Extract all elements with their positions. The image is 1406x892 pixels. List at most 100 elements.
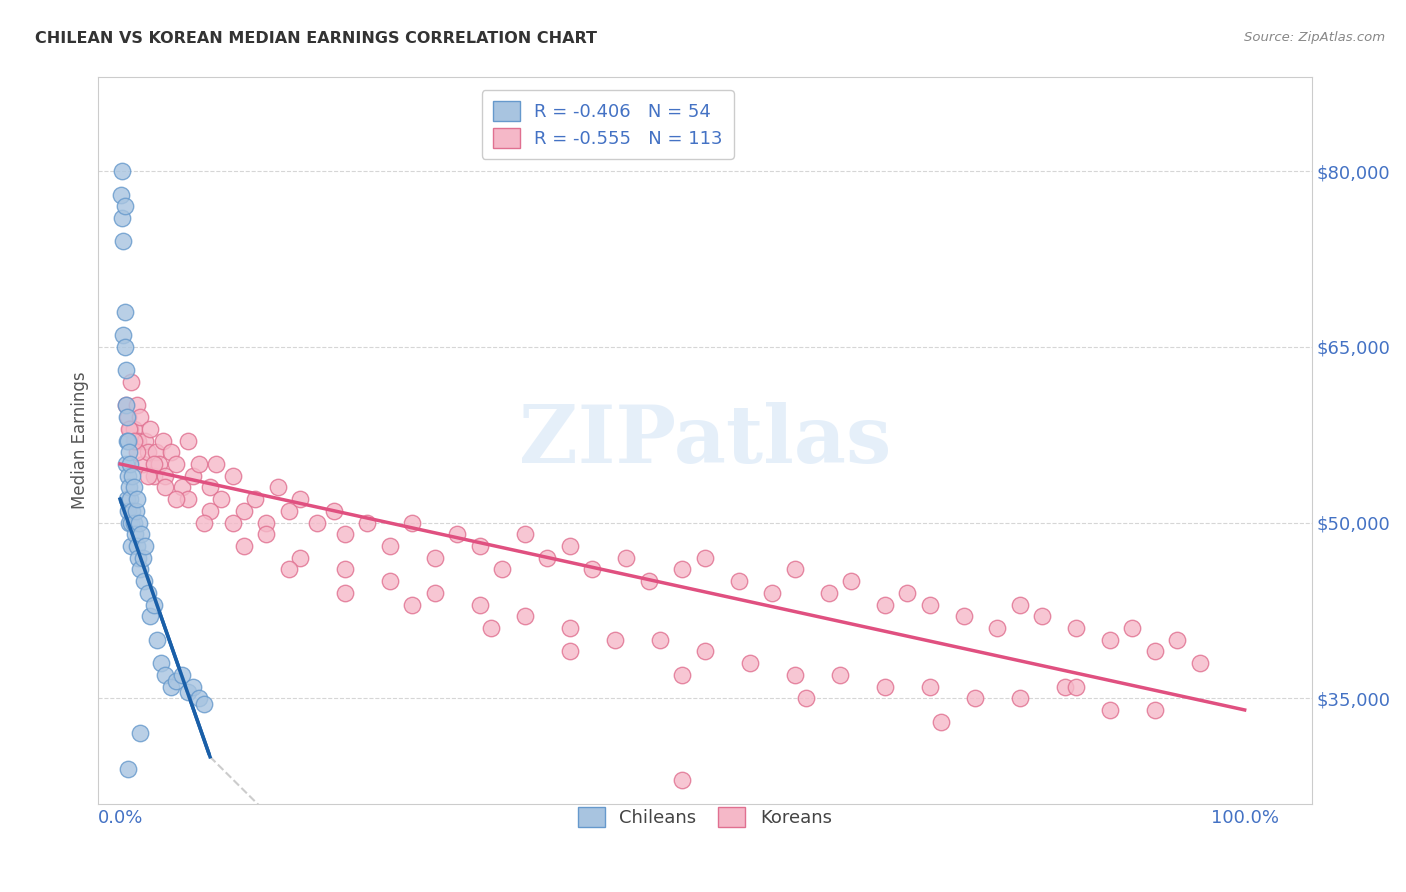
Point xyxy=(209,492,232,507)
Point xyxy=(139,422,162,436)
Point xyxy=(423,550,446,565)
Point xyxy=(134,539,156,553)
Point xyxy=(243,492,266,507)
Point xyxy=(136,445,159,459)
Point xyxy=(322,504,344,518)
Point xyxy=(120,422,142,436)
Point xyxy=(288,492,311,507)
Point xyxy=(918,680,941,694)
Point xyxy=(952,609,974,624)
Point xyxy=(125,445,148,459)
Point xyxy=(305,516,328,530)
Point xyxy=(254,516,277,530)
Point xyxy=(193,697,215,711)
Point xyxy=(794,691,817,706)
Point xyxy=(1143,644,1166,658)
Point xyxy=(204,457,226,471)
Point xyxy=(187,691,209,706)
Point xyxy=(125,504,148,518)
Point xyxy=(693,550,716,565)
Point xyxy=(121,504,143,518)
Point xyxy=(1008,598,1031,612)
Point xyxy=(1188,656,1211,670)
Point xyxy=(648,632,671,647)
Point xyxy=(468,598,491,612)
Point xyxy=(159,680,181,694)
Point xyxy=(112,235,135,249)
Point xyxy=(232,539,254,553)
Point xyxy=(581,562,603,576)
Point xyxy=(145,445,167,459)
Point xyxy=(738,656,761,670)
Point xyxy=(153,480,176,494)
Point xyxy=(198,480,221,494)
Point xyxy=(120,492,142,507)
Point xyxy=(333,586,356,600)
Point xyxy=(1053,680,1076,694)
Point xyxy=(159,445,181,459)
Point xyxy=(114,398,136,412)
Point xyxy=(120,516,142,530)
Point xyxy=(149,656,172,670)
Y-axis label: Median Earnings: Median Earnings xyxy=(72,372,89,509)
Point xyxy=(1031,609,1053,624)
Point xyxy=(1098,703,1121,717)
Point xyxy=(1098,632,1121,647)
Point xyxy=(122,434,145,448)
Point xyxy=(132,574,155,588)
Point xyxy=(963,691,986,706)
Point xyxy=(127,434,149,448)
Point xyxy=(111,211,134,225)
Point xyxy=(277,504,299,518)
Point xyxy=(129,410,152,425)
Point xyxy=(558,644,581,658)
Point xyxy=(120,457,142,471)
Point xyxy=(671,773,693,788)
Point xyxy=(117,762,139,776)
Point xyxy=(114,398,136,412)
Point xyxy=(153,668,176,682)
Point xyxy=(401,516,423,530)
Point xyxy=(131,527,153,541)
Point xyxy=(115,434,138,448)
Point xyxy=(122,422,145,436)
Point xyxy=(136,586,159,600)
Point xyxy=(1064,680,1087,694)
Point xyxy=(117,434,139,448)
Point xyxy=(491,562,513,576)
Point xyxy=(122,480,145,494)
Legend: Chileans, Koreans: Chileans, Koreans xyxy=(571,800,839,835)
Point xyxy=(288,550,311,565)
Point xyxy=(333,527,356,541)
Point xyxy=(873,598,896,612)
Point xyxy=(513,609,536,624)
Text: ZIPatlas: ZIPatlas xyxy=(519,401,891,480)
Point xyxy=(761,586,783,600)
Point xyxy=(114,199,136,213)
Point xyxy=(114,340,136,354)
Point xyxy=(637,574,659,588)
Point xyxy=(124,434,146,448)
Point xyxy=(118,480,141,494)
Point xyxy=(536,550,558,565)
Point xyxy=(127,550,149,565)
Point xyxy=(128,516,150,530)
Point xyxy=(614,550,637,565)
Point xyxy=(446,527,468,541)
Point xyxy=(139,609,162,624)
Point xyxy=(1166,632,1188,647)
Point xyxy=(114,304,136,318)
Point xyxy=(828,668,851,682)
Point xyxy=(378,539,401,553)
Point xyxy=(131,550,153,565)
Point xyxy=(148,457,170,471)
Point xyxy=(356,516,378,530)
Point xyxy=(986,621,1008,635)
Point xyxy=(929,714,952,729)
Point xyxy=(1008,691,1031,706)
Point xyxy=(134,434,156,448)
Point xyxy=(118,516,141,530)
Point xyxy=(142,457,165,471)
Point xyxy=(146,632,169,647)
Point xyxy=(671,668,693,682)
